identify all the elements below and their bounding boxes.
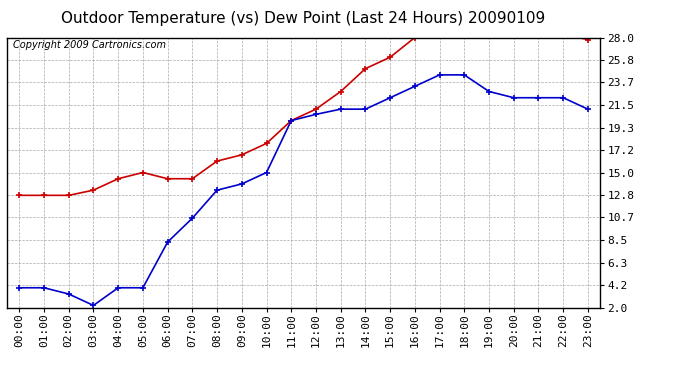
Text: Outdoor Temperature (vs) Dew Point (Last 24 Hours) 20090109: Outdoor Temperature (vs) Dew Point (Last… <box>61 11 546 26</box>
Text: Copyright 2009 Cartronics.com: Copyright 2009 Cartronics.com <box>13 40 166 50</box>
